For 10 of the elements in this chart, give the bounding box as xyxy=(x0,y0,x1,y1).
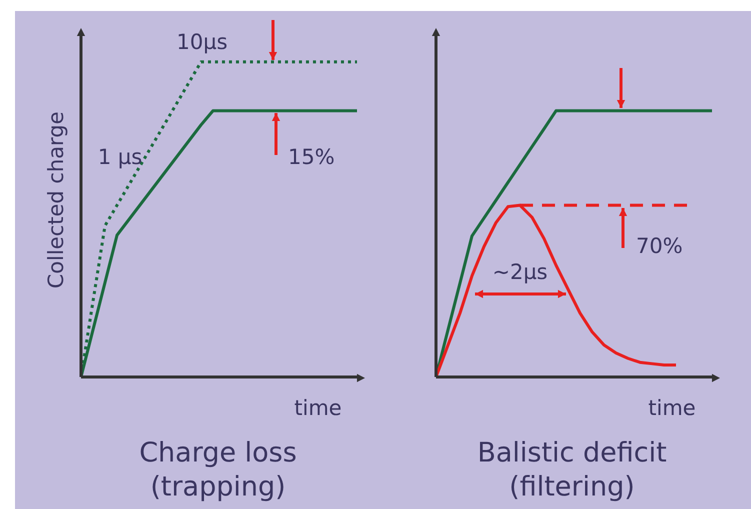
annotation: 1 μs xyxy=(98,144,142,170)
annotation: 15% xyxy=(288,144,335,170)
text: 10μs xyxy=(176,28,228,56)
y-axis-title: Collected charge xyxy=(42,111,69,289)
x-axis-title: time xyxy=(294,394,342,422)
text: Balistic deficit (filtering) xyxy=(477,436,667,504)
text: Charge loss (trapping) xyxy=(139,436,297,504)
annotation: 70% xyxy=(636,232,683,260)
x-axis-title: time xyxy=(648,394,696,422)
annotation: ~2μs xyxy=(492,258,548,286)
